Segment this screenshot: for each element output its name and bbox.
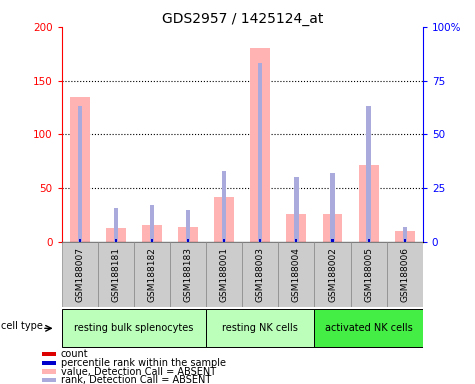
Bar [403,239,407,242]
Bar [294,239,298,242]
Text: GSM188182: GSM188182 [148,247,156,302]
Bar [330,173,335,242]
Text: rank, Detection Call = ABSENT: rank, Detection Call = ABSENT [61,375,211,384]
Bar [258,63,263,242]
Text: activated NK cells: activated NK cells [325,323,412,333]
Bar [387,242,423,307]
Bar [323,214,342,242]
Bar [314,310,423,347]
Text: GSM188005: GSM188005 [364,247,373,302]
Bar [295,239,297,242]
Bar [98,242,134,307]
Bar [42,352,56,356]
Bar [170,242,206,307]
Bar [186,239,190,242]
Bar [351,242,387,307]
Text: value, Detection Call = ABSENT: value, Detection Call = ABSENT [61,367,216,377]
Bar [404,239,406,242]
Bar [294,177,299,242]
Bar [359,164,379,242]
Bar [206,242,242,307]
Bar [258,239,262,242]
Bar [366,106,371,242]
Bar [186,210,190,242]
Text: count: count [61,349,89,359]
Text: percentile rank within the sample: percentile rank within the sample [61,358,226,368]
Bar [62,310,206,347]
Bar [402,227,407,242]
Text: cell type: cell type [1,321,43,331]
Bar [151,239,153,242]
Bar [395,231,415,242]
Bar [114,207,118,242]
Bar [222,239,226,242]
Text: GSM188181: GSM188181 [112,247,120,302]
Bar [178,227,198,242]
Bar [278,242,314,307]
Text: GSM188183: GSM188183 [184,247,192,302]
Title: GDS2957 / 1425124_at: GDS2957 / 1425124_at [162,12,323,26]
Bar [223,239,225,242]
Bar [222,171,227,242]
Bar [114,239,118,242]
Bar [42,378,56,382]
Bar [259,239,261,242]
Bar [78,239,82,242]
Bar [106,228,126,242]
Bar [150,239,154,242]
Bar [314,242,351,307]
Bar [79,239,81,242]
Bar [142,225,162,242]
Bar [150,205,154,242]
Bar [62,242,98,307]
Text: resting bulk splenocytes: resting bulk splenocytes [74,323,194,333]
Bar [42,369,56,374]
Bar [206,310,314,347]
Bar [242,242,278,307]
Bar [42,361,56,365]
Bar [332,239,333,242]
Bar [286,214,306,242]
Bar [367,239,370,242]
Text: GSM188007: GSM188007 [76,247,84,302]
Text: GSM188001: GSM188001 [220,247,228,302]
Bar [250,48,270,242]
Bar [214,197,234,242]
Text: GSM188006: GSM188006 [400,247,409,302]
Bar [368,239,370,242]
Bar [134,242,170,307]
Bar [70,97,90,242]
Bar [187,239,189,242]
Text: GSM188003: GSM188003 [256,247,265,302]
Text: GSM188004: GSM188004 [292,247,301,302]
Bar [115,239,117,242]
Bar [77,106,82,242]
Text: resting NK cells: resting NK cells [222,323,298,333]
Bar [331,239,334,242]
Text: GSM188002: GSM188002 [328,247,337,302]
